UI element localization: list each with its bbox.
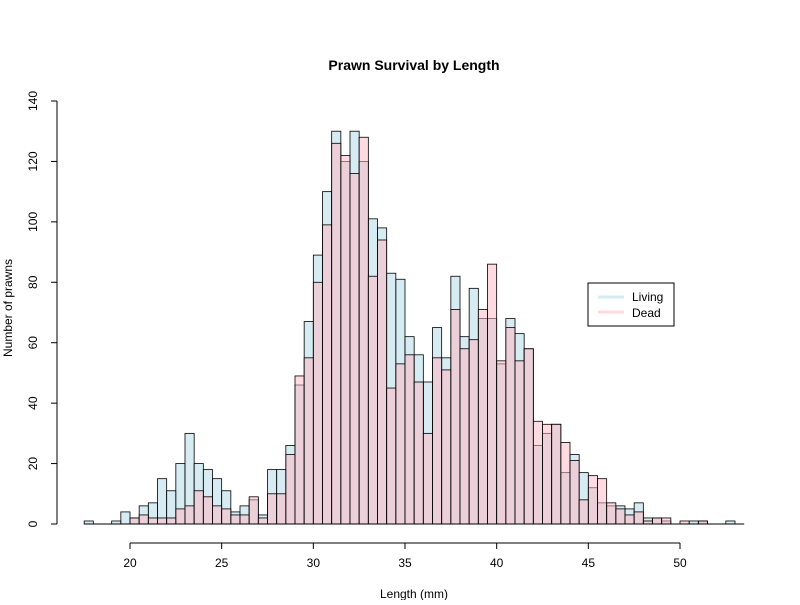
dead-bar (367, 275, 378, 525)
dead-bar (578, 499, 589, 525)
dead-bar (285, 454, 296, 525)
dead-bar (487, 263, 498, 525)
dead-bar (331, 142, 342, 525)
dead-bar (248, 496, 259, 525)
y-axis-label: Number of prawns (1, 259, 15, 357)
dead-bar (303, 357, 314, 525)
dead-bar (587, 475, 598, 525)
x-tick-label: 45 (582, 556, 596, 570)
x-axis: 20 25 30 35 40 45 50 (123, 542, 687, 570)
y-tick-label: 40 (26, 396, 40, 410)
dead-bar (377, 239, 388, 525)
dead-bar (230, 514, 241, 525)
dead-bar (542, 423, 553, 525)
dead-bar (633, 511, 644, 525)
dead-bar (560, 442, 571, 525)
dead-bar (138, 514, 149, 525)
x-tick-label: 35 (398, 556, 412, 570)
x-axis-label: Length (mm) (380, 587, 448, 600)
dead-bar (294, 375, 305, 525)
dead-bar (514, 360, 525, 525)
dead-bar (340, 154, 351, 525)
dead-bar (312, 281, 323, 525)
y-tick-label: 100 (26, 212, 40, 232)
dead-bar (395, 363, 406, 525)
dead-bar (569, 460, 580, 525)
dead-bar (441, 369, 452, 525)
dead-bar (276, 493, 287, 525)
legend: Living Dead (587, 282, 675, 327)
x-tick-label: 30 (307, 556, 321, 570)
dead-bar (358, 136, 369, 525)
dead-bar (477, 309, 488, 525)
dead-bars (84, 136, 745, 525)
dead-bar (184, 505, 195, 525)
dead-bar (221, 508, 232, 525)
dead-bar (157, 517, 168, 525)
legend-living-label: Living (632, 290, 663, 304)
dead-bar (624, 514, 635, 525)
dead-bar (661, 517, 672, 525)
x-tick-label: 25 (215, 556, 229, 570)
y-tick-label: 20 (26, 457, 40, 471)
x-tick-label: 40 (490, 556, 504, 570)
dead-bar (532, 420, 543, 525)
living-bar (157, 478, 168, 525)
legend-box (587, 282, 675, 327)
dead-bar (239, 514, 250, 525)
dead-bar (496, 360, 507, 525)
dead-bar (597, 478, 608, 525)
x-tick-label: 20 (123, 556, 137, 570)
dead-bar (468, 339, 479, 525)
dead-bar (652, 517, 663, 525)
dead-bar (322, 224, 333, 525)
dead-bar (404, 354, 415, 525)
x-tick-label: 50 (673, 556, 687, 570)
dead-bar (202, 496, 213, 525)
dead-bar (432, 357, 443, 525)
dead-bar (193, 490, 204, 525)
chart-title: Prawn Survival by Length (328, 57, 499, 73)
dead-bar (450, 309, 461, 525)
dead-bar (422, 432, 433, 525)
legend-dead-label: Dead (632, 306, 661, 320)
dead-bar (147, 517, 158, 525)
y-tick-label: 60 (26, 336, 40, 350)
y-tick-label: 0 (26, 520, 40, 527)
y-axis: 0 20 40 60 80 100 120 140 (26, 91, 58, 527)
y-tick-label: 80 (26, 275, 40, 289)
dead-bar (129, 517, 140, 525)
dead-bar (166, 517, 177, 525)
dead-bar (606, 502, 617, 525)
dead-bar (212, 505, 223, 525)
dead-bar (386, 387, 397, 525)
dead-bar (349, 173, 360, 525)
dead-bar (175, 508, 186, 525)
dead-bar (459, 348, 470, 525)
dead-bar (551, 423, 562, 525)
dead-bar (413, 381, 424, 525)
dead-bar (615, 508, 626, 525)
y-tick-label: 140 (26, 91, 40, 111)
living-bar (120, 511, 131, 525)
dead-bar (267, 493, 278, 525)
dead-bar (505, 327, 516, 525)
y-tick-label: 120 (26, 151, 40, 171)
dead-bar (523, 348, 534, 525)
dead-bar (257, 517, 268, 525)
